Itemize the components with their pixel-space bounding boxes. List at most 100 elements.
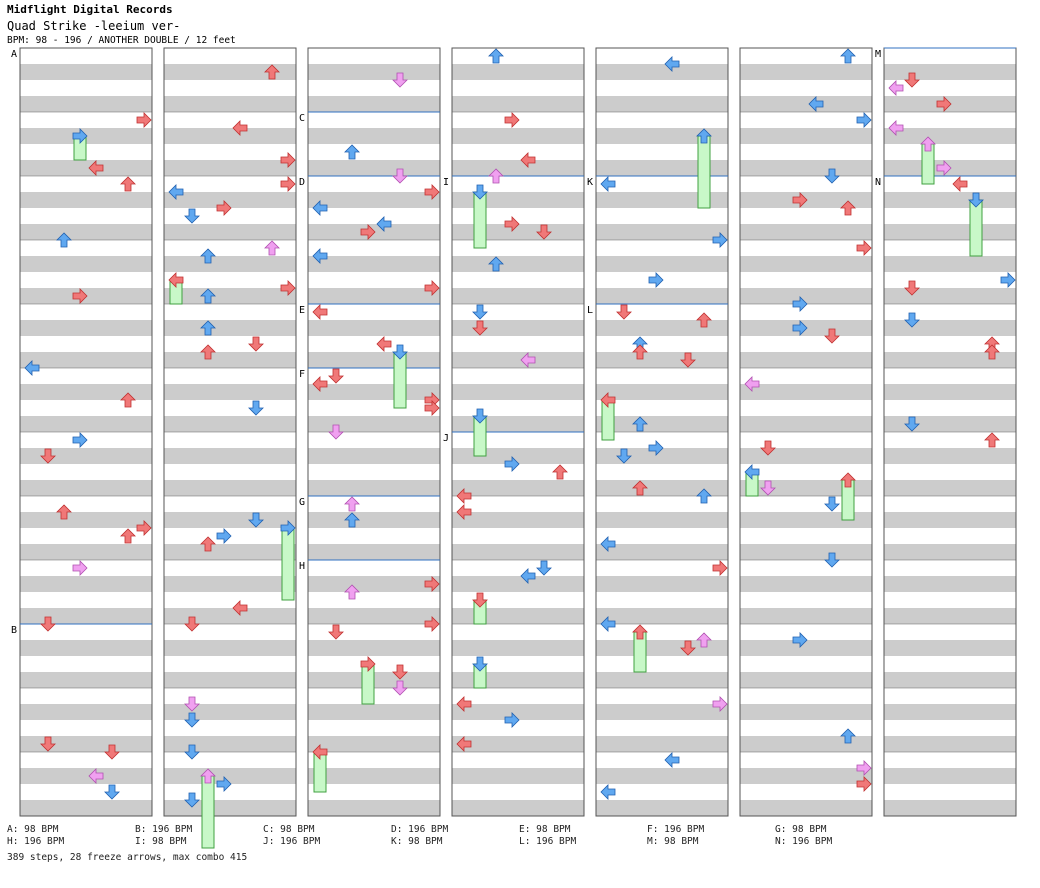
step-arrow — [328, 424, 344, 440]
step-arrow — [360, 224, 376, 240]
beat-band — [164, 480, 296, 496]
step-arrow — [712, 696, 728, 712]
beat-band — [884, 640, 1016, 656]
beat-band — [596, 128, 728, 144]
step-arrow — [312, 200, 328, 216]
step-arrow — [40, 616, 56, 632]
step-arrow — [744, 464, 760, 480]
beat-band — [20, 736, 152, 752]
step-arrow — [504, 456, 520, 472]
beat-band — [596, 576, 728, 592]
step-arrow — [680, 640, 696, 656]
beat-band — [164, 576, 296, 592]
step-arrow — [184, 696, 200, 712]
beat-band — [20, 320, 152, 336]
step-arrow — [168, 184, 184, 200]
step-arrow — [696, 312, 712, 328]
beat-band — [308, 352, 440, 368]
section-label: C — [299, 113, 305, 124]
step-arrow — [504, 112, 520, 128]
beat-band — [452, 64, 584, 80]
step-arrow — [520, 152, 536, 168]
publisher-title: Midflight Digital Records — [7, 3, 173, 16]
beat-band — [452, 160, 584, 176]
beat-band — [164, 672, 296, 688]
beat-band — [884, 320, 1016, 336]
beat-band — [308, 608, 440, 624]
beat-band — [452, 704, 584, 720]
beat-band — [884, 768, 1016, 784]
step-arrow — [232, 120, 248, 136]
beat-band — [740, 384, 872, 400]
beat-band — [20, 576, 152, 592]
beat-band — [452, 480, 584, 496]
beat-band — [308, 736, 440, 752]
step-arrow — [856, 112, 872, 128]
step-arrow — [104, 784, 120, 800]
step-arrow — [456, 696, 472, 712]
step-arrow — [536, 560, 552, 576]
beat-band — [740, 608, 872, 624]
step-arrow — [456, 488, 472, 504]
beat-band — [884, 608, 1016, 624]
beat-band — [164, 384, 296, 400]
step-arrow — [184, 208, 200, 224]
step-arrow — [632, 480, 648, 496]
beat-band — [452, 416, 584, 432]
step-arrow — [200, 344, 216, 360]
beat-band — [164, 544, 296, 560]
step-arrow — [424, 616, 440, 632]
step-arrow — [1000, 272, 1016, 288]
beat-band — [740, 704, 872, 720]
step-arrow — [520, 352, 536, 368]
step-arrow — [952, 176, 968, 192]
beat-band — [20, 256, 152, 272]
step-arrow — [168, 272, 184, 288]
step-arrow — [488, 256, 504, 272]
step-arrow — [792, 192, 808, 208]
step-arrow — [648, 272, 664, 288]
beat-band — [164, 768, 296, 784]
beat-band — [884, 224, 1016, 240]
beat-band — [452, 640, 584, 656]
step-arrow — [216, 528, 232, 544]
bpm-g: G: 98 BPM — [775, 824, 827, 835]
beat-band — [596, 704, 728, 720]
column-border — [19, 47, 153, 817]
beat-band — [20, 96, 152, 112]
step-arrow — [392, 168, 408, 184]
beat-band — [308, 192, 440, 208]
beat-band — [164, 800, 296, 816]
beat-band — [740, 512, 872, 528]
beat-band — [164, 352, 296, 368]
beat-band — [596, 96, 728, 112]
beat-band — [308, 416, 440, 432]
step-arrow — [488, 168, 504, 184]
freeze-arrow — [201, 775, 215, 849]
step-arrow — [904, 312, 920, 328]
beat-band — [164, 640, 296, 656]
section-label: I — [443, 177, 449, 188]
step-arrow — [72, 128, 88, 144]
beat-band — [596, 416, 728, 432]
beat-band — [452, 288, 584, 304]
bpm-d: D: 196 BPM — [391, 824, 449, 835]
step-arrow — [904, 72, 920, 88]
section-label: K — [587, 177, 593, 188]
step-arrow — [72, 560, 88, 576]
beat-band — [884, 672, 1016, 688]
beat-band — [164, 224, 296, 240]
beat-band — [884, 256, 1016, 272]
step-arrow — [360, 656, 376, 672]
beat-band — [164, 288, 296, 304]
step-arrow — [264, 64, 280, 80]
beat-band — [884, 192, 1016, 208]
step-arrow — [856, 776, 872, 792]
step-arrow — [312, 304, 328, 320]
beat-band — [308, 64, 440, 80]
step-arrow — [312, 248, 328, 264]
beat-band — [20, 160, 152, 176]
beat-band — [308, 512, 440, 528]
column-border — [307, 47, 441, 817]
